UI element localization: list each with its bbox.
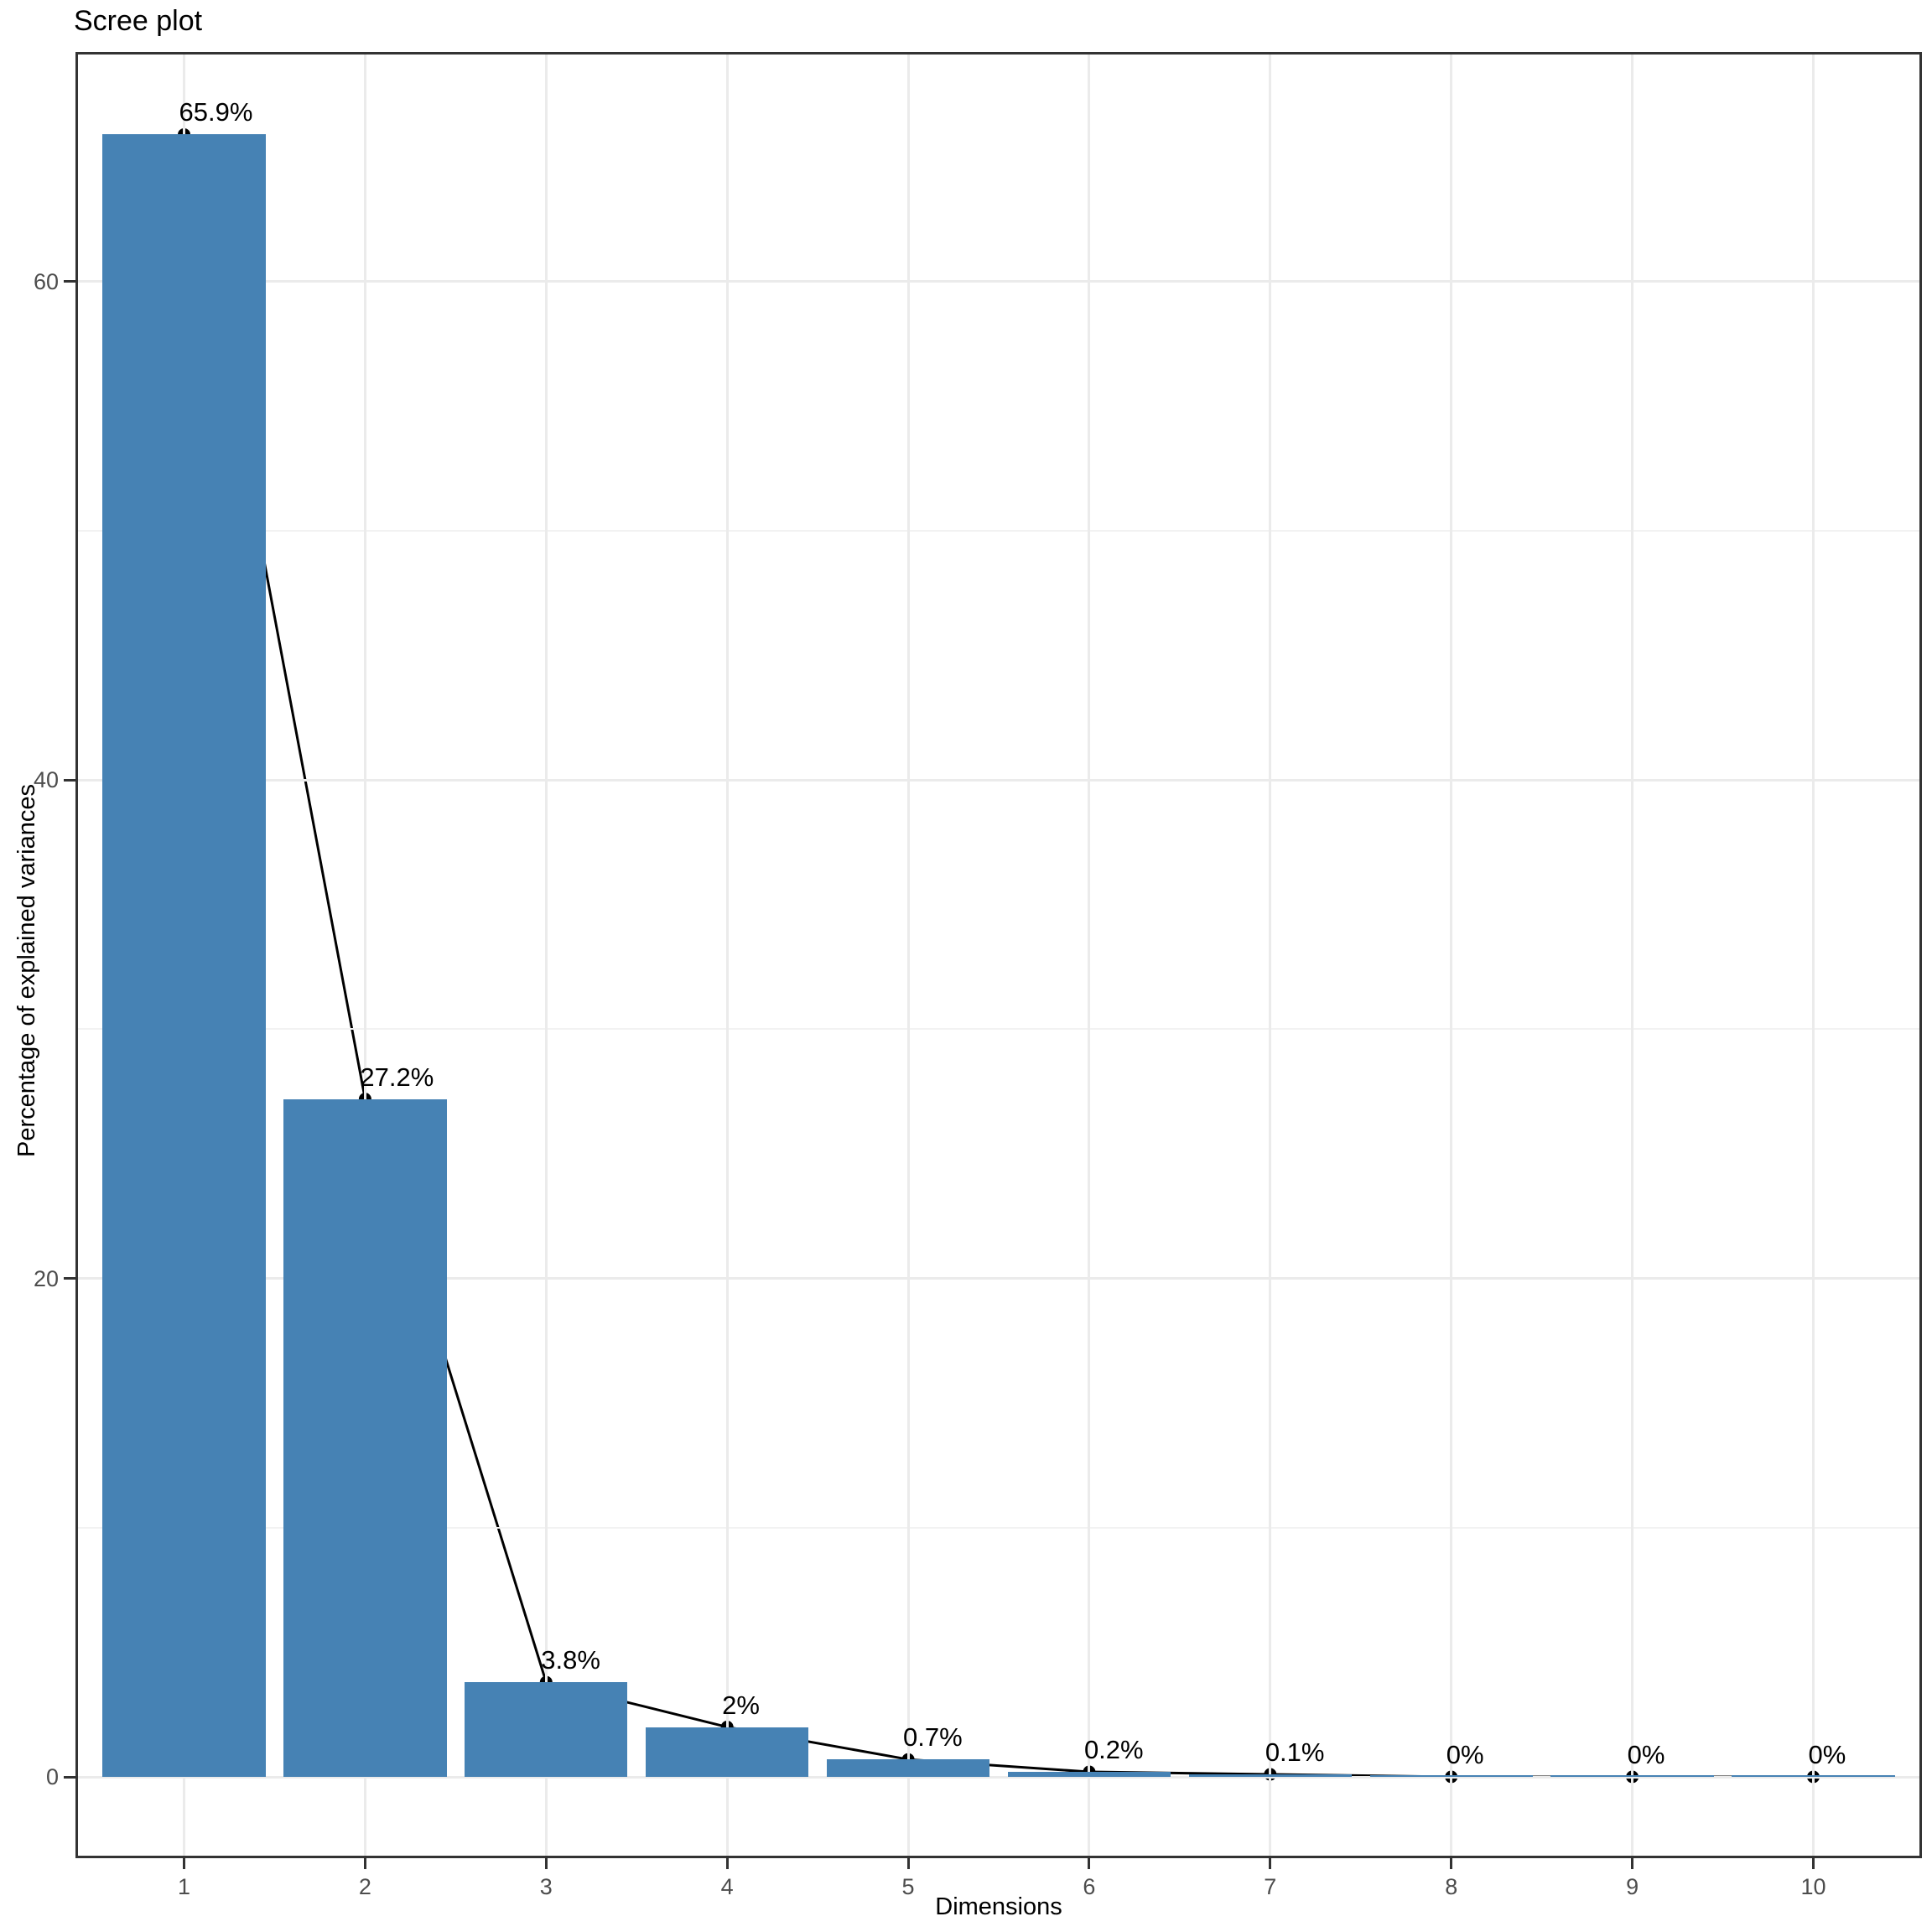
x-tick-label: 6 xyxy=(1083,1874,1096,1899)
bar-dim-1 xyxy=(102,134,266,1777)
gridline-major-x xyxy=(1631,52,1634,1858)
gridline-minor-y xyxy=(75,1028,1922,1031)
bar-dim-6 xyxy=(1007,1772,1171,1777)
y-tick-mark xyxy=(64,1277,75,1280)
bar-dim-4 xyxy=(646,1727,809,1777)
x-tick-mark xyxy=(1269,1858,1272,1869)
bar-value-label-dim-7: 0.1% xyxy=(1265,1737,1325,1768)
x-tick-mark xyxy=(1811,1858,1815,1869)
x-tick-label: 5 xyxy=(901,1874,915,1899)
gridline-major-y xyxy=(75,280,1922,283)
plot-panel: 65.9% 27.2% 3.8% 2% 0.7% 0.2% 0.1% 0% 0% 0% xyxy=(75,52,1922,1858)
x-tick-label: 1 xyxy=(178,1874,191,1899)
x-tick-mark xyxy=(1450,1858,1453,1869)
bar-value-label-dim-5: 0.7% xyxy=(903,1722,963,1753)
gridline-minor-y xyxy=(75,1526,1922,1529)
bar-value-label-dim-10: 0% xyxy=(1808,1740,1846,1769)
bar-dim-9 xyxy=(1550,1775,1714,1777)
gridline-major-x xyxy=(1811,52,1815,1858)
bar-value-label-dim-3: 3.8% xyxy=(541,1645,600,1675)
x-tick-mark xyxy=(363,1858,366,1869)
y-tick-mark xyxy=(64,280,75,283)
gridline-major-x xyxy=(1088,52,1091,1858)
bar-value-label-dim-9: 0% xyxy=(1627,1740,1665,1769)
gridline-major-y xyxy=(75,1277,1922,1280)
x-tick-label: 8 xyxy=(1445,1874,1458,1899)
x-tick-mark xyxy=(1631,1858,1634,1869)
x-tick-label: 2 xyxy=(358,1874,371,1899)
x-axis: 1 2 3 4 5 6 7 8 9 10 xyxy=(0,1858,1932,1909)
gridline-major-x xyxy=(906,52,910,1858)
x-tick-mark xyxy=(183,1858,186,1869)
plot-title: Scree plot xyxy=(74,5,203,37)
bar-value-label-dim-6: 0.2% xyxy=(1083,1735,1144,1765)
gridline-major-y xyxy=(75,1775,1922,1779)
y-tick-label: 40 xyxy=(33,767,59,793)
x-axis-title: Dimensions xyxy=(935,1893,1062,1920)
gridline-minor-y xyxy=(75,530,1922,532)
y-tick-label: 0 xyxy=(45,1764,59,1789)
bar-value-label-dim-4: 2% xyxy=(722,1690,760,1720)
x-tick-mark xyxy=(544,1858,548,1869)
bar-value-label-dim-1: 65.9% xyxy=(179,97,253,127)
gridline-major-y xyxy=(75,778,1922,782)
x-tick-mark xyxy=(906,1858,910,1869)
y-tick-mark xyxy=(64,1775,75,1779)
x-tick-label: 4 xyxy=(720,1874,734,1899)
bar-dim-8 xyxy=(1369,1775,1533,1777)
x-tick-mark xyxy=(1088,1858,1091,1869)
bar-dim-7 xyxy=(1188,1774,1352,1777)
bar-dim-3 xyxy=(465,1682,628,1777)
bar-dim-10 xyxy=(1732,1775,1895,1777)
y-tick-mark xyxy=(64,778,75,782)
bar-value-label-dim-2: 27.2% xyxy=(360,1062,434,1092)
x-tick-label: 10 xyxy=(1800,1874,1826,1899)
y-axis: 0 20 40 60 xyxy=(0,0,75,1932)
gridline-major-x xyxy=(1450,52,1453,1858)
gridline-major-x xyxy=(363,52,366,1858)
x-tick-label: 3 xyxy=(539,1874,553,1899)
y-tick-label: 60 xyxy=(33,268,59,294)
x-tick-label: 7 xyxy=(1264,1874,1277,1899)
bar-dim-2 xyxy=(283,1098,447,1777)
y-tick-label: 20 xyxy=(33,1265,59,1291)
x-tick-label: 9 xyxy=(1626,1874,1639,1899)
bar-dim-5 xyxy=(826,1759,990,1777)
gridline-major-x xyxy=(725,52,729,1858)
x-tick-mark xyxy=(725,1858,729,1869)
gridline-major-x xyxy=(1269,52,1272,1858)
gridline-major-x xyxy=(544,52,548,1858)
bar-value-label-dim-8: 0% xyxy=(1446,1740,1484,1769)
